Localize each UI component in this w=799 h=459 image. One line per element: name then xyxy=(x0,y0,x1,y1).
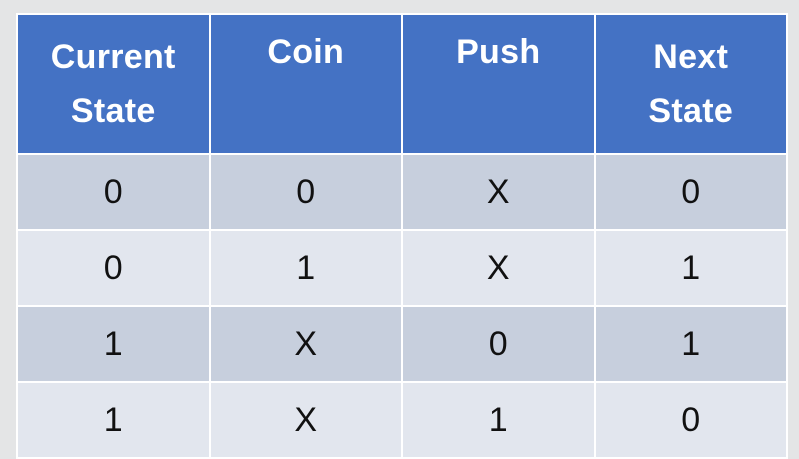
cell-current-state: 1 xyxy=(16,381,211,459)
state-transition-table: Current State Coin Push Next State xyxy=(16,13,788,459)
cell-push: X xyxy=(401,229,596,307)
header-current-state-line1: Current xyxy=(50,38,176,76)
header-push-line1: Push xyxy=(456,33,541,71)
cell-push: 0 xyxy=(401,305,596,383)
header-coin-line1: Coin xyxy=(267,33,345,71)
cell-coin: 1 xyxy=(208,229,403,307)
cell-push: X xyxy=(401,153,596,231)
header-next-state: Next State xyxy=(593,13,788,155)
truth-table-container: Current State Coin Push Next State xyxy=(16,13,788,459)
header-push: Push xyxy=(401,13,596,155)
cell-push: 1 xyxy=(401,381,596,459)
cell-coin: X xyxy=(208,381,403,459)
header-current-state-line2: State xyxy=(70,92,156,130)
cell-current-state: 0 xyxy=(16,229,211,307)
header-next-state-line1: Next xyxy=(653,38,729,76)
table-row: 0 0 X 0 xyxy=(16,153,788,231)
header-current-state: Current State xyxy=(16,13,211,155)
cell-next-state: 0 xyxy=(593,381,788,459)
header-coin: Coin xyxy=(208,13,403,155)
cell-current-state: 1 xyxy=(16,305,211,383)
header-next-state-line2: State xyxy=(648,92,734,130)
cell-coin: 0 xyxy=(208,153,403,231)
header-row: Current State Coin Push Next State xyxy=(16,13,788,155)
cell-coin: X xyxy=(208,305,403,383)
cell-current-state: 0 xyxy=(16,153,211,231)
table-body: 0 0 X 0 0 1 X 1 1 X 0 1 1 X 1 0 xyxy=(16,153,788,459)
table-row: 0 1 X 1 xyxy=(16,229,788,307)
table-header: Current State Coin Push Next State xyxy=(16,13,788,155)
table-row: 1 X 1 0 xyxy=(16,381,788,459)
cell-next-state: 1 xyxy=(593,229,788,307)
cell-next-state: 1 xyxy=(593,305,788,383)
table-row: 1 X 0 1 xyxy=(16,305,788,383)
cell-next-state: 0 xyxy=(593,153,788,231)
